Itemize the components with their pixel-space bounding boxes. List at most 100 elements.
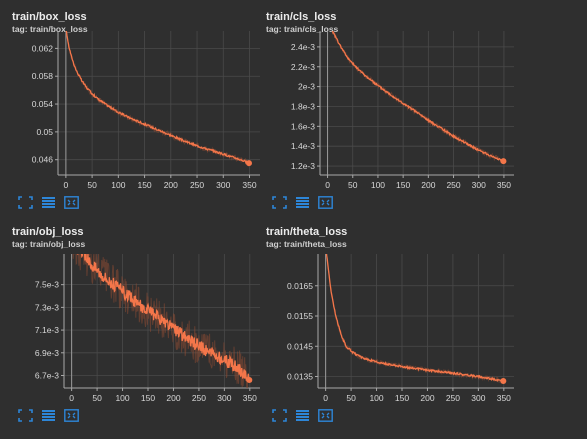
y-tick-label: 1.4e-3 <box>291 141 315 151</box>
fullscreen-icon[interactable] <box>18 409 33 422</box>
y-tick-label: 0.054 <box>32 99 54 109</box>
x-tick-label: 100 <box>369 393 383 403</box>
x-tick-label: 50 <box>348 180 358 190</box>
fit-domain-icon[interactable] <box>64 196 79 209</box>
chart-toolbar <box>272 196 333 209</box>
chart-title: train/box_loss <box>12 11 87 23</box>
y-tick-label: 6.7e-3 <box>35 371 59 381</box>
chart-toolbar <box>272 409 333 422</box>
x-tick-label: 0 <box>323 393 328 403</box>
chart-toolbar <box>18 409 79 422</box>
y-tick-label: 2.4e-3 <box>291 42 315 52</box>
series-raw-line <box>326 254 504 384</box>
y-tick-label: 0.0145 <box>287 341 313 351</box>
x-tick-label: 150 <box>395 393 409 403</box>
x-tick-label: 250 <box>446 393 460 403</box>
fit-domain-icon[interactable] <box>318 409 333 422</box>
fullscreen-icon[interactable] <box>272 196 287 209</box>
series-end-point <box>500 158 507 165</box>
series-group <box>72 254 250 388</box>
chart-tag: tag: train/cls_loss <box>266 24 339 34</box>
chart-theta-loss[interactable]: 0 50 100 150 200 250 300 350 0.0135 0.0145 0.0155 0… <box>266 226 528 411</box>
toggle-data-table-icon[interactable] <box>295 196 310 209</box>
x-tick-label: 300 <box>217 393 231 403</box>
y-tick-label: 2e-3 <box>298 82 315 92</box>
y-tick-label: 7.1e-3 <box>35 325 59 335</box>
y-tick-label: 1.8e-3 <box>291 101 315 111</box>
chart-title: train/cls_loss <box>266 11 337 23</box>
series-line <box>331 31 504 163</box>
toggle-data-table-icon[interactable] <box>295 409 310 422</box>
x-tick-label: 100 <box>111 180 125 190</box>
x-tick-label: 100 <box>115 393 129 403</box>
series-group <box>325 254 504 384</box>
y-tick-label: 1.2e-3 <box>291 161 315 171</box>
chart-obj-loss[interactable]: 0 50 100 150 200 250 300 350 6.7e-3 6.9e-3 7.1e-3 7… <box>12 226 274 411</box>
x-tick-label: 250 <box>192 393 206 403</box>
x-tick-label: 200 <box>421 180 435 190</box>
x-tick-label: 200 <box>420 393 434 403</box>
x-tick-label: 350 <box>497 180 511 190</box>
series-line <box>325 254 504 383</box>
series-end-point <box>245 160 252 167</box>
y-tick-label: 1.6e-3 <box>291 121 315 131</box>
fit-domain-icon[interactable] <box>64 409 79 422</box>
series-group <box>65 31 250 168</box>
x-tick-label: 150 <box>137 180 151 190</box>
chart-toolbar <box>18 196 79 209</box>
x-tick-label: 100 <box>371 180 385 190</box>
y-tick-label: 7.5e-3 <box>35 280 59 290</box>
chart-tag: tag: train/box_loss <box>12 24 88 34</box>
series-line <box>76 254 250 382</box>
x-tick-label: 0 <box>69 393 74 403</box>
x-tick-label: 200 <box>166 393 180 403</box>
chart-card-box-loss: train/box_loss tag: train/box_loss 0 50 10… <box>12 11 274 216</box>
y-tick-label: 0.0135 <box>287 372 313 382</box>
y-tick-label: 0.0155 <box>287 311 313 321</box>
x-tick-label: 0 <box>325 180 330 190</box>
series-raw-line <box>65 31 250 168</box>
chart-title: train/obj_loss <box>12 226 84 238</box>
x-tick-label: 250 <box>190 180 204 190</box>
chart-tag: tag: train/theta_loss <box>266 239 347 249</box>
x-tick-label: 250 <box>446 180 460 190</box>
fullscreen-icon[interactable] <box>272 409 287 422</box>
chart-box-loss[interactable]: 0 50 100 150 200 250 300 350 0.046 0.05 0.054 0.058… <box>12 11 274 196</box>
y-tick-label: 0.046 <box>32 155 54 165</box>
x-tick-label: 350 <box>242 180 256 190</box>
fullscreen-icon[interactable] <box>18 196 33 209</box>
series-end-point <box>500 378 507 385</box>
series-end-point <box>246 377 253 384</box>
series-line <box>65 31 250 165</box>
series-raw-line <box>72 254 249 388</box>
y-tick-label: 0.058 <box>32 71 54 81</box>
y-tick-label: 0.0165 <box>287 281 313 291</box>
series-group <box>331 31 504 164</box>
chart-cls-loss[interactable]: 0 50 100 150 200 250 300 350 1.2e-3 1.4e-3 1.6e-3 1… <box>266 11 528 196</box>
x-tick-label: 50 <box>346 393 356 403</box>
chart-card-obj-loss: train/obj_loss tag: train/obj_loss 0 50 10… <box>12 226 274 431</box>
toggle-data-table-icon[interactable] <box>41 409 56 422</box>
chart-tag: tag: train/obj_loss <box>12 239 86 249</box>
x-tick-label: 0 <box>64 180 69 190</box>
fit-domain-icon[interactable] <box>318 196 333 209</box>
x-tick-label: 50 <box>87 180 97 190</box>
x-tick-label: 50 <box>92 393 102 403</box>
chart-card-cls-loss: train/cls_loss tag: train/cls_loss 0 50 10… <box>266 11 528 216</box>
y-tick-label: 7.3e-3 <box>35 302 59 312</box>
x-tick-label: 300 <box>471 393 485 403</box>
x-tick-label: 350 <box>497 393 511 403</box>
y-tick-label: 0.05 <box>36 127 53 137</box>
x-tick-label: 350 <box>243 393 257 403</box>
x-tick-label: 150 <box>396 180 410 190</box>
x-tick-label: 300 <box>216 180 230 190</box>
y-tick-label: 6.9e-3 <box>35 348 59 358</box>
chart-card-theta-loss: train/theta_loss tag: train/theta_loss 0… <box>266 226 528 431</box>
x-tick-label: 200 <box>164 180 178 190</box>
toggle-data-table-icon[interactable] <box>41 196 56 209</box>
y-tick-label: 0.062 <box>32 43 54 53</box>
x-tick-label: 150 <box>141 393 155 403</box>
y-tick-label: 2.2e-3 <box>291 62 315 72</box>
x-tick-label: 300 <box>472 180 486 190</box>
chart-title: train/theta_loss <box>266 226 348 238</box>
